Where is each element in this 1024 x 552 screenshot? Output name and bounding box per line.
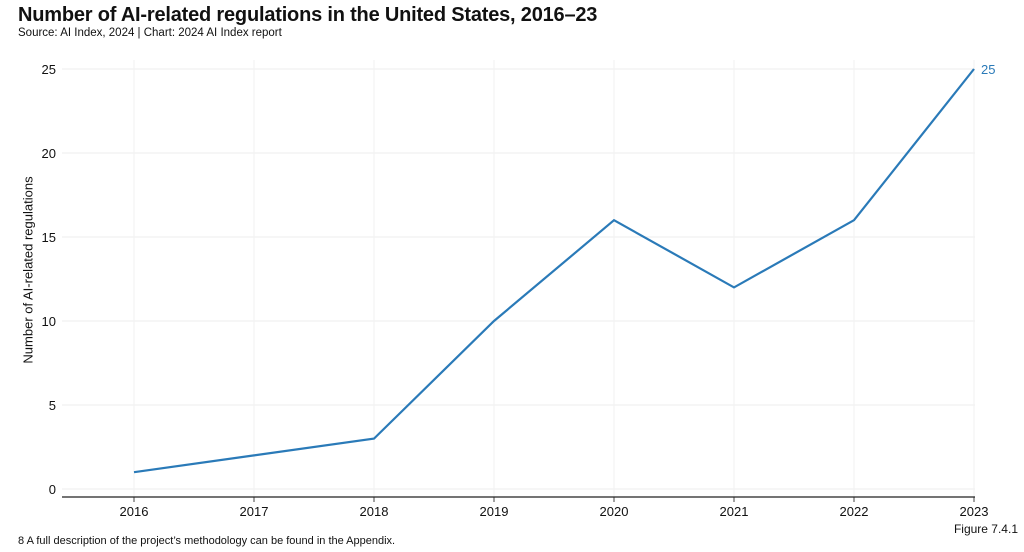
- x-tick-label: 2023: [960, 504, 989, 519]
- y-tick-label: 0: [49, 482, 56, 497]
- x-tick-label: 2019: [480, 504, 509, 519]
- y-tick-label: 5: [49, 398, 56, 413]
- figure-label: Figure 7.4.1: [953, 522, 1018, 536]
- chart-subtitle: Source: AI Index, 2024 | Chart: 2024 AI …: [18, 27, 282, 39]
- y-tick-label: 25: [42, 62, 56, 77]
- y-tick-label: 10: [42, 314, 56, 329]
- footnote: 8 A full description of the project’s me…: [18, 535, 396, 547]
- x-tick-label: 2021: [720, 504, 749, 519]
- x-tick-label: 2016: [120, 504, 149, 519]
- x-tick-label: 2022: [840, 504, 869, 519]
- y-tick-label: 15: [42, 230, 56, 245]
- series-line: [133, 68, 975, 474]
- x-tick-label: 2020: [600, 504, 629, 519]
- chart-title: Number of AI-related regulations in the …: [18, 4, 598, 26]
- x-tick-label: 2018: [360, 504, 389, 519]
- end-value-label: 25: [981, 62, 995, 77]
- y-tick-label: 20: [42, 146, 56, 161]
- x-tick-label: 2017: [240, 504, 269, 519]
